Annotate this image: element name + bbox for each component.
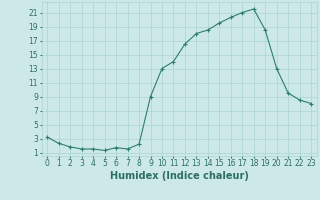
X-axis label: Humidex (Indice chaleur): Humidex (Indice chaleur): [110, 171, 249, 181]
